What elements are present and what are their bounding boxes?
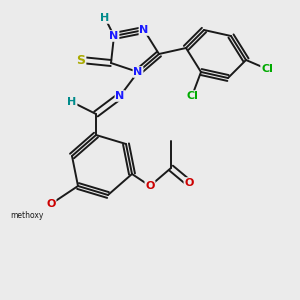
Text: S: S [76,53,85,67]
Text: O: O [46,199,56,209]
Text: Cl: Cl [186,91,198,101]
Text: H: H [68,97,76,107]
Text: N: N [116,91,124,101]
Text: O: O [145,181,155,191]
Text: N: N [140,25,148,35]
Text: methoxy: methoxy [10,212,44,220]
Text: N: N [110,31,118,41]
Text: Cl: Cl [261,64,273,74]
Text: O: O [184,178,194,188]
Text: H: H [100,13,109,23]
Text: N: N [134,67,142,77]
